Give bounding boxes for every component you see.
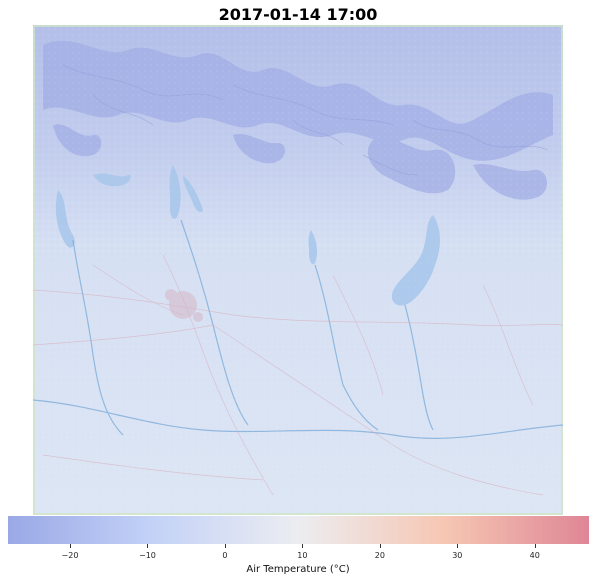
colorbar-label: Air Temperature (°C) <box>246 564 350 575</box>
colorbar-tick-label: 10 <box>297 551 308 560</box>
colorbar-tick-mark <box>302 544 304 548</box>
lake-lugano <box>93 173 131 187</box>
colorbar-tick-mark <box>534 544 536 548</box>
map-canvas <box>33 25 563 515</box>
map-title: 2017-01-14 17:00 <box>218 5 378 24</box>
colorbar-tick-label: −10 <box>138 551 156 560</box>
colorbar-tick-mark <box>379 544 381 548</box>
colorbar-tick-label: −20 <box>61 551 79 560</box>
colorbar <box>8 516 589 544</box>
colorbar-tick-mark <box>147 544 149 548</box>
lake-maggiore <box>55 190 75 248</box>
colorbar-gradient-svg <box>8 516 589 544</box>
colorbar-tick-label: 30 <box>452 551 463 560</box>
colorbar-tick-mark <box>224 544 226 548</box>
lake-como <box>169 165 203 219</box>
colorbar-tick-label: 40 <box>529 551 540 560</box>
colorbar-tick-mark <box>69 544 71 548</box>
colorbar-gradient <box>8 516 589 544</box>
colorbar-tick-mark <box>457 544 459 548</box>
temperature-map[interactable] <box>33 25 563 515</box>
colorbar-tick-label: 20 <box>374 551 385 560</box>
colorbar-tick-label: 0 <box>222 551 228 560</box>
colorbar-ticks: −20 −10 0 10 20 30 40 <box>8 544 589 564</box>
